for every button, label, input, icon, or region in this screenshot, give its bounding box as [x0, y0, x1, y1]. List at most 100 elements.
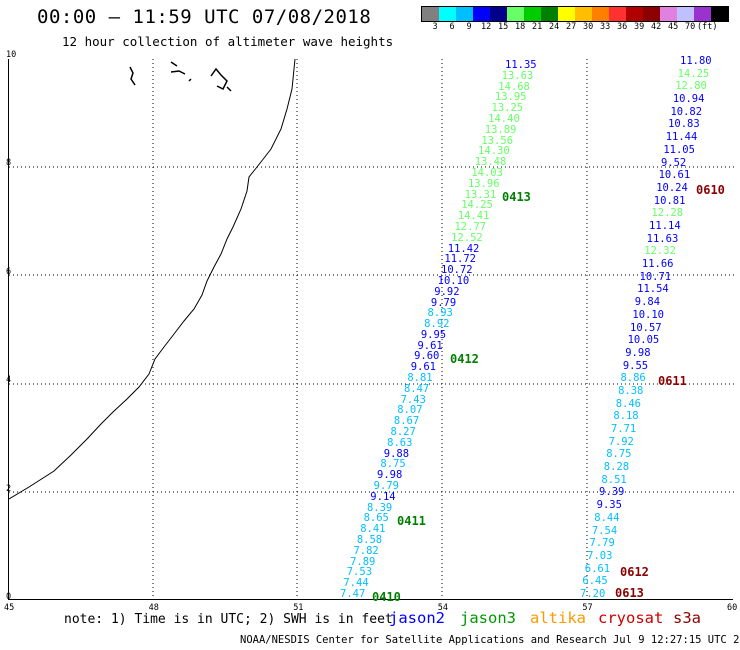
longitude-tick-label: 48 [148, 603, 159, 613]
track_a-value: 9.79 [430, 296, 457, 309]
track-id-label: 0410 [372, 590, 401, 604]
latitude-tick-label: 2 [6, 483, 12, 494]
track-id-label: 0411 [397, 514, 426, 528]
track_b-value: 8.38 [618, 384, 644, 397]
color-scale-label: 3 [432, 22, 438, 32]
island-outline [170, 61, 178, 67]
track_b-value: 7.71 [610, 423, 637, 436]
color-scale-label: 24 [549, 22, 560, 32]
track_b-value: 9.55 [622, 359, 649, 372]
legend-altika: altika [530, 609, 586, 627]
latitude-tick-label: 8 [6, 158, 12, 169]
track_b-value: 11.66 [641, 258, 674, 271]
color-scale-label: 39 [634, 22, 645, 32]
track-id-label: 0413 [502, 190, 531, 204]
color-swatch-4 [490, 7, 507, 21]
track-id-label: 0612 [620, 565, 649, 579]
color-swatch-11 [609, 7, 626, 21]
color-scale-label: 18 [515, 22, 526, 32]
track_a-value: 7.47 [340, 588, 366, 600]
latitude-tick-label: 4 [6, 375, 12, 386]
color-scale-label: 9 [466, 22, 472, 32]
track_a-value: 8.47 [403, 382, 430, 395]
track_a-value: 8.93 [427, 307, 453, 320]
color-swatch-3 [473, 7, 490, 21]
track_b-value: 10.10 [632, 308, 664, 321]
color-swatch-9 [575, 7, 592, 21]
track_b-value: 10.94 [672, 93, 705, 106]
color-swatch-8 [558, 7, 575, 21]
track_a-value: 7.89 [350, 555, 376, 568]
longitude-tick-label: 54 [437, 603, 449, 613]
track_b-value: 8.51 [601, 473, 627, 486]
color-scale-label: (ft) [697, 22, 718, 32]
track_b-value: 11.54 [637, 283, 669, 296]
track_a-value: 9.98 [377, 469, 403, 482]
track-id-label: 0611 [658, 374, 687, 388]
color-swatch-16 [694, 7, 711, 21]
color-scale-label: 15 [498, 22, 509, 32]
track_b-value: 9.98 [625, 346, 651, 359]
track-id-label: 0610 [696, 183, 725, 197]
track_b-value: 10.71 [639, 270, 672, 283]
track_a-value: 11.35 [505, 59, 537, 71]
track_a-value: 10.72 [441, 264, 473, 277]
track_b-value: 7.79 [589, 537, 615, 550]
track_a-value: 13.25 [491, 102, 524, 115]
color-scale-bar [421, 6, 729, 22]
track_a-value: 8.58 [356, 534, 383, 547]
track_a-value: 13.56 [481, 134, 514, 147]
color-swatch-7 [541, 7, 558, 21]
track_b-value: 8.46 [615, 397, 641, 410]
track_a-value: 12.77 [454, 220, 487, 233]
track_b-value: 12.28 [651, 207, 684, 220]
longitude-tick-label: 60 [727, 603, 738, 613]
track_a-value: 13.95 [494, 91, 527, 104]
track_a-value: 14.25 [461, 199, 493, 212]
track_a-value: 8.41 [360, 523, 386, 536]
track_b-value: 8.28 [603, 461, 630, 474]
track_a-value: 9.61 [410, 361, 436, 374]
track_b-value: 7.54 [591, 524, 618, 537]
track_a-value: 9.60 [414, 350, 440, 363]
color-scale-labels: 3 6 9 12 15 18 21 24 27 30 33 36 39 42 45 70 (ft) [421, 22, 740, 34]
track_b-value: 9.52 [660, 156, 687, 169]
chart-subtitle: 12 hour collection of altimeter wave hei… [62, 34, 394, 49]
track_b-value: 10.82 [670, 105, 703, 118]
latitude-tick-label: 6 [6, 266, 12, 277]
color-swatch-0 [422, 7, 439, 21]
track_b-value: 11.80 [680, 55, 712, 67]
legend-cryosat: cryosat [598, 609, 664, 627]
color-swatch-10 [592, 7, 609, 21]
track_b-value: 12.80 [675, 80, 707, 93]
track_a-value: 13.89 [484, 123, 517, 136]
track_a-value: 8.39 [366, 501, 393, 514]
track_a-value: 8.75 [380, 458, 406, 471]
track_a-value: 14.41 [457, 210, 490, 223]
track_a-value: 8.27 [390, 426, 416, 439]
track_b-value: 7.20 [580, 588, 606, 600]
color-swatch-6 [524, 7, 541, 21]
legend-jason2: jason2 [389, 609, 445, 627]
color-scale-label: 12 [481, 22, 492, 32]
longitude-tick-label: 51 [293, 603, 304, 613]
track_a-value: 10.10 [437, 274, 470, 287]
track-id-label: 0613 [615, 586, 644, 600]
island-outline [170, 70, 186, 75]
track_b-value: 9.35 [596, 499, 622, 512]
track_b-value: 12.32 [644, 245, 676, 258]
longitude-tick-label: 57 [582, 603, 593, 613]
track_a-value: 13.31 [464, 188, 497, 201]
track_b-value: 10.05 [627, 334, 660, 347]
color-scale-label: 45 [668, 22, 679, 32]
latitude-tick-label: 10 [6, 50, 17, 60]
track_a-value: 9.92 [434, 285, 460, 298]
chart-title: 00:00 – 11:59 UTC 07/08/2018 [37, 6, 372, 28]
legend-jason3: jason3 [460, 609, 516, 627]
track_b-value: 11.14 [649, 219, 681, 232]
track_a-value: 8.81 [407, 372, 433, 385]
color-swatch-12 [626, 7, 643, 21]
island-outline [188, 78, 192, 82]
track_b-value: 6.61 [584, 562, 611, 575]
track_a-value: 8.63 [387, 436, 413, 449]
